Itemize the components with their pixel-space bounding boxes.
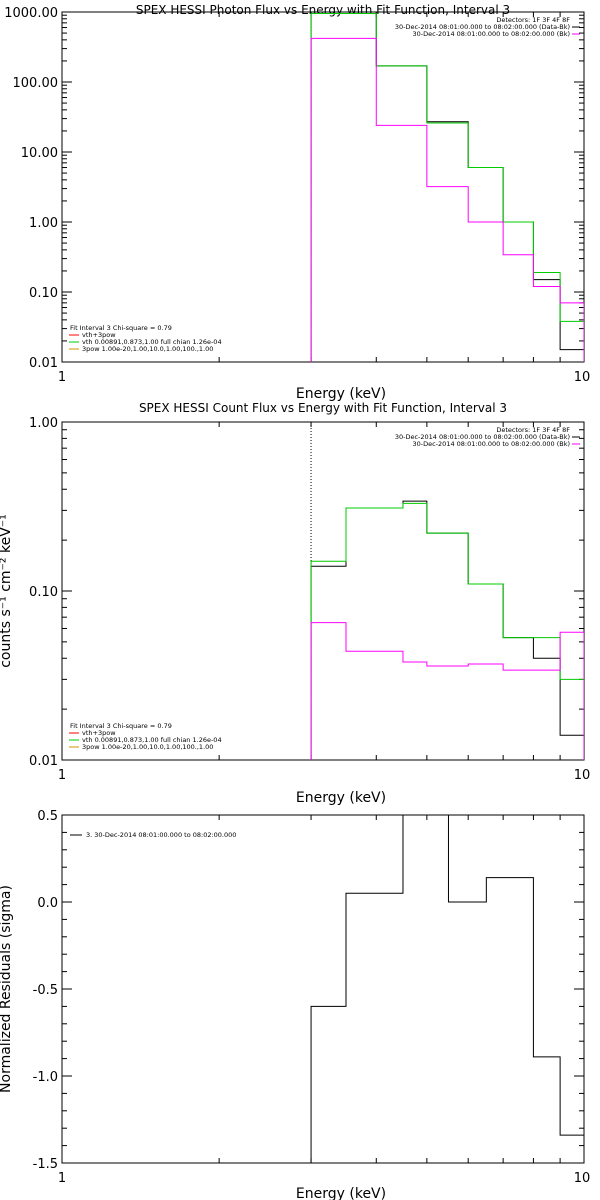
legend-top-right-entry: 30-Dec-2014 08:01:00.000 to 08:02:00.000… (413, 440, 571, 448)
legend-bottom-left-entry: vth+3pow (82, 729, 116, 737)
series-line-1 (310, 500, 584, 760)
y-tick-label: 1000.00 (4, 6, 58, 21)
x-tick-label: 10 (574, 370, 591, 385)
series-line-3 (310, 622, 584, 760)
x-tick-label: 1 (58, 370, 66, 385)
x-tick-label: 1 (58, 1171, 66, 1186)
legend-bottom-left-entry: 3pow 1.00e-20,1.00,10.0,1.00,100.,1.00 (82, 345, 213, 353)
chart-panel-3: -1.5 -1.0 -0.5 0.0 0.5 1 10 Energy (keV) Normali… (0, 809, 590, 1200)
y-tick-label: 0.5 (37, 809, 58, 824)
y-tick-label: -1.0 (33, 1070, 58, 1085)
series-line-1 (310, 815, 584, 1163)
legend-bottom-left-entry: vth+3pow (82, 331, 116, 339)
legend-top-right-entry: 30-Dec-2014 08:01:00.000 to 08:02:00.000… (395, 23, 570, 31)
x-tick-label: 10 (574, 1171, 591, 1186)
y-tick-label: 100.00 (13, 76, 59, 91)
chart-panel-1: SPEX HESSI Photon Flux vs Energy with Fi… (4, 3, 590, 402)
legend-top-right-entry: Detectors: 1F 3F 4F 8F (496, 426, 570, 434)
x-axis-label: Energy (keV) (296, 790, 386, 806)
legend-bottom-left-entry: Fit Interval 3 Chi-square = 0.79 (70, 722, 172, 730)
legend-top-right-entry: 30-Dec-2014 08:01:00.000 to 08:02:00.000… (413, 30, 571, 38)
y-tick-label: -0.5 (33, 983, 58, 998)
y-tick-label: 0.10 (29, 585, 58, 600)
y-axis-label: counts s⁻¹ cm⁻² keV⁻¹ (0, 514, 14, 668)
y-tick-label: 0.0 (37, 896, 58, 911)
legend-top-right-entry: 30-Dec-2014 08:01:00.000 to 08:02:00.000… (395, 433, 570, 441)
legend-bottom-left-entry: Fit Interval 3 Chi-square = 0.79 (70, 324, 172, 332)
series-line-2 (310, 502, 584, 760)
x-axis-label: Energy (keV) (296, 386, 386, 402)
legend-top-right-entry: Detectors: 1F 3F 4F 8F (496, 16, 570, 24)
chart-panel-2: SPEX HESSI Count Flux vs Energy with Fit… (0, 401, 590, 806)
legend-bottom-left-entry: 3pow 1.00e-20,1.00,10.0,1.00,100.,1.00 (82, 743, 213, 751)
y-tick-label: -1.5 (33, 1157, 58, 1172)
series-line-3 (310, 37, 584, 362)
chart-title: SPEX HESSI Photon Flux vs Energy with Fi… (136, 3, 510, 17)
legend-top-left-entry: 3. 30-Dec-2014 08:01:00.000 to 08:02:00.… (86, 831, 236, 839)
y-tick-label: 1.00 (29, 216, 58, 231)
plot-frame (61, 421, 585, 761)
x-tick-label: 10 (574, 768, 591, 783)
x-tick-label: 1 (58, 768, 66, 783)
series-line-2 (310, 13, 584, 362)
plot-frame (61, 814, 585, 1164)
y-tick-label: 0.10 (29, 286, 58, 301)
x-axis-label: Energy (keV) (296, 1186, 386, 1200)
y-axis-label: Normalized Residuals (sigma) (0, 885, 14, 1093)
y-tick-label: 0.01 (29, 754, 58, 769)
y-tick-label: 1.00 (29, 416, 58, 431)
y-tick-label: 0.01 (29, 356, 58, 371)
legend-bottom-left-entry: vth 0.00891,0.873,1.00 full chian 1.26e-… (82, 736, 222, 744)
plot-frame (61, 11, 585, 363)
chart-title: SPEX HESSI Count Flux vs Energy with Fit… (139, 401, 507, 415)
y-tick-label: 10.00 (21, 146, 58, 161)
legend-bottom-left-entry: vth 0.00891,0.873,1.00 full chian 1.26e-… (82, 338, 222, 346)
